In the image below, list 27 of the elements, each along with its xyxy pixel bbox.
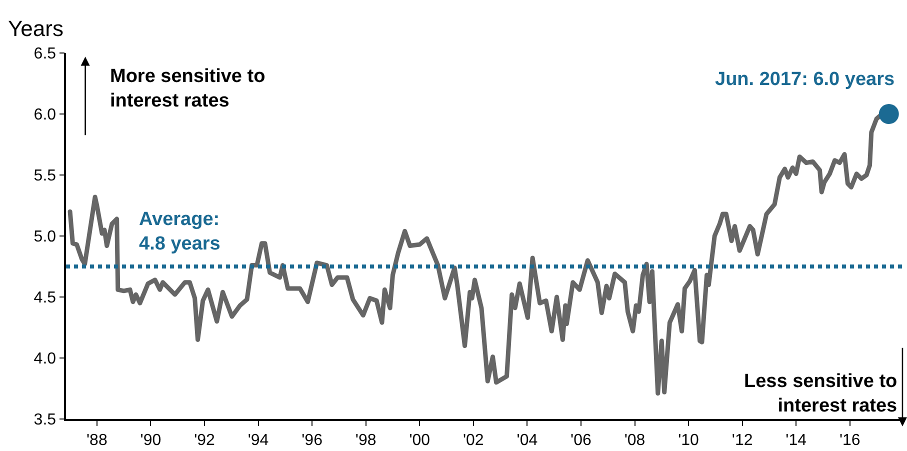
y-tick-label: 6.0 bbox=[34, 106, 56, 124]
x-tick-label: '16 bbox=[839, 432, 860, 449]
y-tick-label: 3.5 bbox=[34, 412, 56, 429]
x-tick-label: '92 bbox=[194, 432, 216, 449]
ref-line-label: Average: 4.8 years bbox=[139, 209, 220, 255]
x-tick-label: '88 bbox=[86, 432, 108, 449]
y-axis-title: Years bbox=[8, 16, 64, 41]
y-tick-label: 5.5 bbox=[34, 168, 56, 185]
y-tick-label: 4.5 bbox=[34, 290, 56, 307]
x-tick-label: '98 bbox=[355, 432, 376, 449]
x-tick-label: '10 bbox=[678, 432, 700, 449]
x-tick-label: '94 bbox=[248, 432, 269, 449]
y-tick-label: 6.5 bbox=[34, 46, 56, 63]
x-tick-label: '04 bbox=[516, 432, 538, 449]
x-tick-label: '14 bbox=[786, 432, 807, 449]
y-tick-label: 4.0 bbox=[34, 350, 56, 368]
annotation: Jun. 2017: 6.0 years bbox=[715, 69, 895, 90]
x-tick-label: '90 bbox=[140, 432, 162, 449]
x-tick-label: '00 bbox=[409, 432, 430, 449]
x-tick-label: '96 bbox=[302, 432, 323, 449]
y-tick-label: 5.0 bbox=[34, 228, 56, 246]
annotation: Less sensitive to interest rates bbox=[744, 371, 898, 417]
x-tick-label: '02 bbox=[462, 432, 484, 449]
annotation: More sensitive to interest rates bbox=[110, 66, 266, 112]
x-tick-label: '08 bbox=[624, 432, 646, 449]
x-tick-label: '06 bbox=[570, 432, 592, 449]
x-tick-label: '12 bbox=[732, 432, 753, 449]
